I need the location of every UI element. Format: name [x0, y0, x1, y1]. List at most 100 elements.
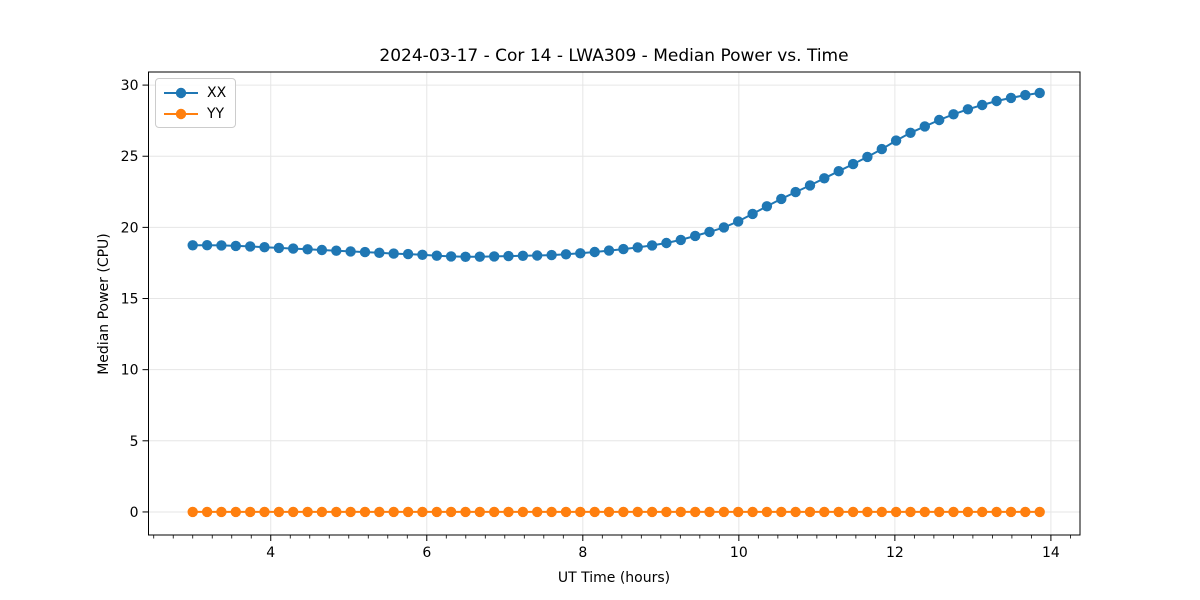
data-point-yy: [259, 506, 270, 518]
legend-label-yy: YY: [207, 105, 225, 122]
data-point-xx: [833, 166, 844, 177]
legend-item-yy: YY: [163, 103, 226, 124]
data-point-yy: [919, 506, 930, 518]
data-point-yy: [690, 506, 701, 518]
x-tick-label: 10: [730, 545, 748, 561]
data-point-yy: [187, 506, 198, 518]
data-point-yy: [273, 506, 285, 518]
data-point-xx: [1020, 89, 1031, 101]
data-point-xx: [733, 216, 744, 227]
data-point-yy: [359, 506, 371, 518]
data-point-xx: [402, 248, 414, 260]
data-point-xx: [503, 250, 514, 262]
data-point-xx: [374, 247, 385, 258]
data-point-yy: [417, 506, 428, 518]
legend: XX YY: [155, 78, 237, 128]
y-tick-label: 10: [121, 363, 139, 379]
data-point-yy: [847, 506, 859, 518]
data-point-yy: [546, 506, 557, 518]
data-point-xx: [532, 250, 543, 261]
series-line-xx: [192, 91, 1040, 258]
data-point-xx: [589, 246, 600, 258]
legend-marker-yy-icon: [164, 108, 198, 119]
data-point-yy: [948, 506, 959, 518]
data-point-xx: [288, 243, 299, 254]
data-point-xx: [876, 143, 887, 155]
data-point-xx: [618, 243, 629, 255]
data-point-xx: [977, 99, 988, 111]
data-point-xx: [804, 180, 816, 191]
data-point-yy: [589, 506, 600, 518]
data-point-xx: [948, 109, 959, 120]
legend-label-xx: XX: [207, 84, 227, 101]
data-point-xx: [388, 248, 399, 259]
data-point-yy: [675, 506, 686, 518]
data-point-xx: [962, 104, 974, 115]
data-point-xx: [632, 242, 643, 253]
data-point-xx: [460, 251, 471, 262]
data-point-xx: [704, 226, 715, 238]
data-point-xx: [646, 240, 658, 251]
data-point-yy: [230, 506, 241, 518]
data-point-yy: [345, 506, 356, 518]
data-point-yy: [890, 506, 902, 518]
data-point-xx: [345, 246, 356, 257]
data-point-yy: [804, 506, 816, 518]
data-point-xx: [546, 249, 557, 261]
data-point-yy: [991, 506, 1002, 518]
data-point-xx: [273, 242, 285, 254]
data-point-yy: [733, 506, 744, 518]
data-point-yy: [288, 506, 299, 518]
data-point-yy: [962, 506, 974, 518]
data-point-yy: [316, 506, 328, 518]
data-point-yy: [977, 506, 988, 518]
data-point-xx: [819, 173, 830, 184]
data-point-yy: [819, 506, 830, 518]
y-axis-label: Median Power (CPU): [96, 233, 112, 375]
x-tick-label: 12: [886, 545, 904, 561]
data-point-yy: [632, 506, 643, 518]
data-point-xx: [991, 95, 1002, 107]
data-point-yy: [216, 506, 227, 518]
data-point-xx: [862, 151, 873, 163]
data-point-xx: [919, 121, 930, 132]
data-point-xx: [560, 249, 572, 260]
data-point-yy: [704, 506, 715, 518]
data-point-xx: [316, 244, 328, 256]
data-point-xx: [474, 251, 485, 262]
data-point-xx: [245, 241, 256, 252]
data-point-yy: [876, 506, 887, 518]
x-tick-label: 6: [422, 545, 431, 561]
data-point-yy: [532, 506, 543, 518]
data-point-yy: [302, 506, 313, 518]
data-point-yy: [905, 506, 916, 518]
legend-item-xx: XX: [163, 82, 226, 103]
data-point-xx: [575, 248, 586, 259]
data-point-xx: [761, 201, 773, 212]
data-point-yy: [661, 506, 672, 518]
data-point-xx: [603, 245, 615, 256]
data-point-xx: [690, 230, 701, 242]
data-point-xx: [1005, 92, 1017, 104]
data-point-xx: [718, 222, 730, 233]
y-tick-label: 20: [121, 220, 139, 236]
data-point-xx: [331, 245, 342, 256]
data-point-yy: [862, 506, 873, 518]
data-point-yy: [517, 506, 529, 518]
legend-marker-xx-icon: [164, 87, 198, 98]
data-point-yy: [245, 506, 256, 518]
data-point-yy: [603, 506, 615, 518]
data-point-xx: [187, 240, 198, 251]
data-point-yy: [1005, 506, 1017, 518]
data-point-yy: [402, 506, 414, 518]
data-point-xx: [259, 242, 270, 253]
data-point-xx: [517, 250, 529, 261]
data-point-yy: [790, 506, 801, 518]
data-point-xx: [847, 158, 859, 170]
data-point-xx: [489, 251, 500, 262]
data-point-yy: [934, 506, 945, 518]
data-point-xx: [431, 250, 442, 261]
data-point-xx: [661, 237, 672, 249]
data-point-yy: [560, 506, 572, 518]
